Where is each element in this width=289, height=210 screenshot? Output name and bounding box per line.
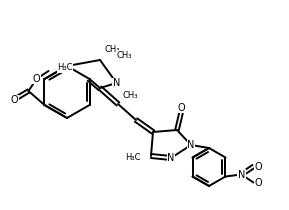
Text: CH₃: CH₃	[104, 45, 119, 54]
Text: H₃C: H₃C	[58, 63, 73, 72]
Text: O: O	[255, 161, 262, 172]
Text: N: N	[238, 169, 245, 180]
Text: CH₃: CH₃	[123, 92, 138, 101]
Text: O: O	[177, 103, 185, 113]
Text: N: N	[113, 78, 120, 88]
Text: O: O	[255, 177, 262, 188]
Text: CH₃: CH₃	[116, 50, 131, 59]
Text: N: N	[167, 153, 175, 163]
Text: O: O	[33, 74, 40, 84]
Text: N: N	[187, 140, 195, 150]
Text: O: O	[11, 95, 18, 105]
Text: H₃C: H₃C	[125, 154, 141, 163]
